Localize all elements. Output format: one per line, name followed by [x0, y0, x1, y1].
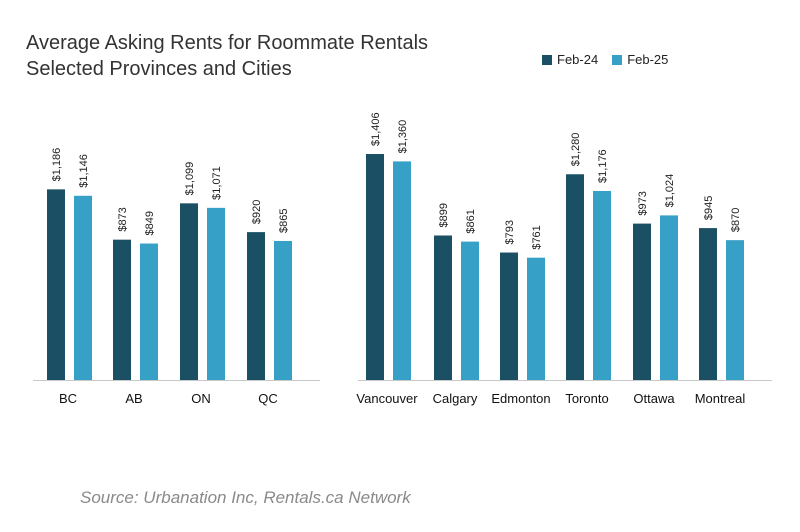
bar-edmonton-feb-24: [500, 252, 518, 380]
data-label-bc-feb-24: $1,186: [51, 148, 63, 182]
category-label-qc: QC: [258, 391, 278, 406]
data-label-qc-feb-24: $920: [251, 200, 263, 224]
chart-title: Average Asking Rents for Roommate Rental…: [26, 30, 428, 82]
category-label-toronto: Toronto: [565, 391, 608, 406]
category-label-montreal: Montreal: [695, 391, 746, 406]
bar-toronto-feb-25: [593, 190, 611, 380]
category-label-edmonton: Edmonton: [491, 391, 550, 406]
data-label-ottawa-feb-25: $1,024: [664, 174, 676, 208]
bar-ab-feb-25: [140, 243, 158, 380]
chart-title-line-1: Average Asking Rents for Roommate Rental…: [26, 32, 429, 54]
category-label-on: ON: [191, 391, 211, 406]
data-label-toronto-feb-24: $1,280: [570, 133, 582, 167]
bar-calgary-feb-24: [434, 235, 452, 380]
category-label-ab: AB: [125, 391, 142, 406]
data-label-vancouver-feb-25: $1,360: [397, 120, 409, 154]
data-label-ottawa-feb-24: $973: [637, 191, 649, 215]
bar-calgary-feb-25: [461, 241, 479, 380]
bar-bc-feb-24: [47, 189, 65, 380]
data-label-qc-feb-25: $865: [278, 208, 290, 232]
data-label-bc-feb-25: $1,146: [78, 154, 90, 188]
legend-item-feb-25: Feb-25: [612, 52, 668, 67]
data-label-ab-feb-25: $849: [144, 211, 156, 235]
bar-toronto-feb-24: [566, 174, 584, 380]
data-label-edmonton-feb-25: $761: [531, 225, 543, 249]
data-label-ab-feb-24: $873: [117, 207, 129, 231]
category-label-bc: BC: [59, 391, 77, 406]
source-note: Source: Urbanation Inc, Rentals.ca Netwo…: [80, 488, 411, 507]
data-label-montreal-feb-25: $870: [730, 208, 742, 232]
bar-vancouver-feb-24: [366, 154, 384, 380]
legend-item-feb-24: Feb-24: [542, 52, 598, 67]
bar-on-feb-25: [207, 207, 225, 380]
data-label-edmonton-feb-24: $793: [504, 220, 516, 244]
chart-title-line-2: Selected Provinces and Cities: [26, 58, 292, 80]
bar-montreal-feb-24: [699, 228, 717, 380]
legend-label-feb-24: Feb-24: [557, 52, 599, 67]
bar-ab-feb-24: [113, 239, 131, 380]
legend: Feb-24 Feb-25: [542, 52, 668, 67]
legend-label-feb-25: Feb-25: [627, 52, 669, 67]
bar-on-feb-24: [180, 203, 198, 380]
category-label-ottawa: Ottawa: [633, 391, 675, 406]
bar-bc-feb-25: [74, 195, 92, 380]
data-label-on-feb-25: $1,071: [211, 166, 223, 200]
bar-qc-feb-25: [274, 240, 292, 380]
bar-qc-feb-24: [247, 232, 265, 380]
data-label-on-feb-24: $1,099: [184, 162, 196, 196]
category-label-calgary: Calgary: [433, 391, 478, 406]
bar-ottawa-feb-24: [633, 223, 651, 380]
data-label-calgary-feb-24: $899: [438, 203, 450, 227]
data-label-vancouver-feb-24: $1,406: [370, 112, 382, 146]
bar-vancouver-feb-25: [393, 161, 411, 380]
bar-ottawa-feb-25: [660, 215, 678, 380]
bar-montreal-feb-25: [726, 240, 744, 380]
data-label-calgary-feb-25: $861: [465, 209, 477, 233]
legend-swatch-feb-25: [612, 54, 623, 65]
data-label-toronto-feb-25: $1,176: [597, 149, 609, 183]
legend-swatch-feb-24: [542, 54, 552, 65]
category-label-vancouver: Vancouver: [356, 391, 418, 406]
bar-edmonton-feb-25: [527, 257, 545, 380]
data-label-montreal-feb-24: $945: [703, 196, 715, 220]
